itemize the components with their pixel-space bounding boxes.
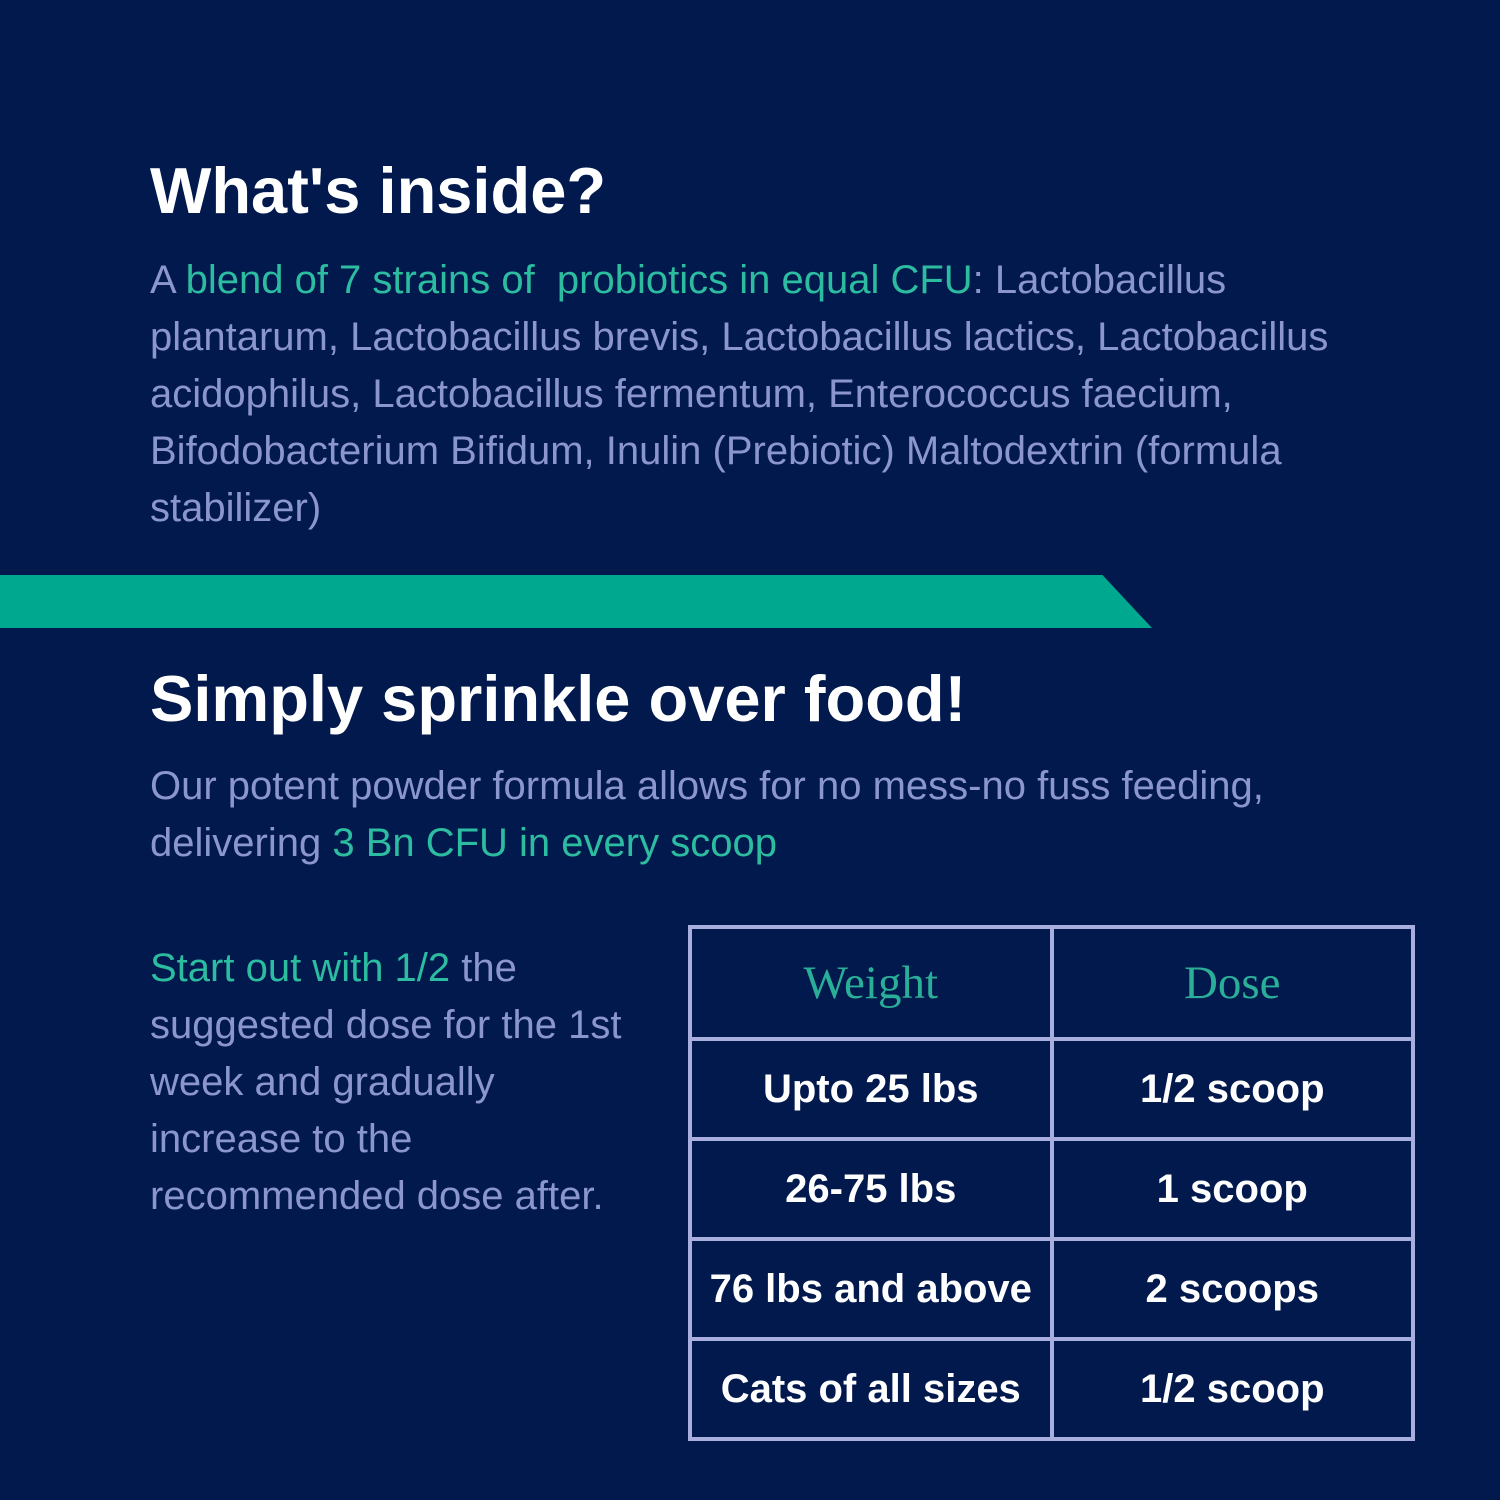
weight-cell: Upto 25 lbs: [688, 1037, 1054, 1141]
dosage-table: Weight Dose Upto 25 lbs 1/2 scoop 26-75 …: [688, 925, 1415, 1441]
weight-column-header: Weight: [688, 925, 1054, 1041]
note-text: the suggested dose for the 1st week and …: [150, 946, 633, 1218]
weight-cell: Cats of all sizes: [688, 1337, 1054, 1441]
dose-cell: 1 scoop: [1049, 1137, 1415, 1241]
dose-cell: 1/2 scoop: [1049, 1337, 1415, 1441]
cfu-highlight: 3 Bn CFU in every scoop: [332, 821, 777, 865]
table-row: 76 lbs and above 2 scoops: [688, 1237, 1415, 1341]
dosage-note: Start out with 1/2 the suggested dose fo…: [150, 940, 640, 1225]
dose-cell: 2 scoops: [1049, 1237, 1415, 1341]
ingredients-list: Lactobacillus plantarum, Lactobacillus b…: [150, 258, 1340, 530]
table-row: Upto 25 lbs 1/2 scoop: [688, 1037, 1415, 1141]
teal-ribbon-divider: [0, 575, 1152, 628]
weight-cell: 26-75 lbs: [688, 1137, 1054, 1241]
weight-cell: 76 lbs and above: [688, 1237, 1054, 1341]
table-row: 26-75 lbs 1 scoop: [688, 1137, 1415, 1241]
intro-separator: :: [972, 258, 995, 302]
dose-cell: 1/2 scoop: [1049, 1037, 1415, 1141]
feeding-text: Our potent powder formula allows for no …: [150, 764, 1276, 865]
intro-highlight: blend of 7 strains of probiotics in equa…: [185, 258, 973, 302]
table-row: Cats of all sizes 1/2 scoop: [688, 1337, 1415, 1441]
intro-prefix: A: [150, 258, 186, 302]
whats-inside-heading: What's inside?: [150, 154, 607, 227]
note-highlight: Start out with 1/2: [150, 946, 451, 990]
feeding-paragraph: Our potent powder formula allows for no …: [150, 758, 1330, 872]
ingredients-paragraph: A blend of 7 strains of probiotics in eq…: [150, 252, 1385, 537]
table-header-row: Weight Dose: [688, 925, 1415, 1041]
dose-column-header: Dose: [1049, 925, 1415, 1041]
sprinkle-heading: Simply sprinkle over food!: [150, 662, 967, 735]
